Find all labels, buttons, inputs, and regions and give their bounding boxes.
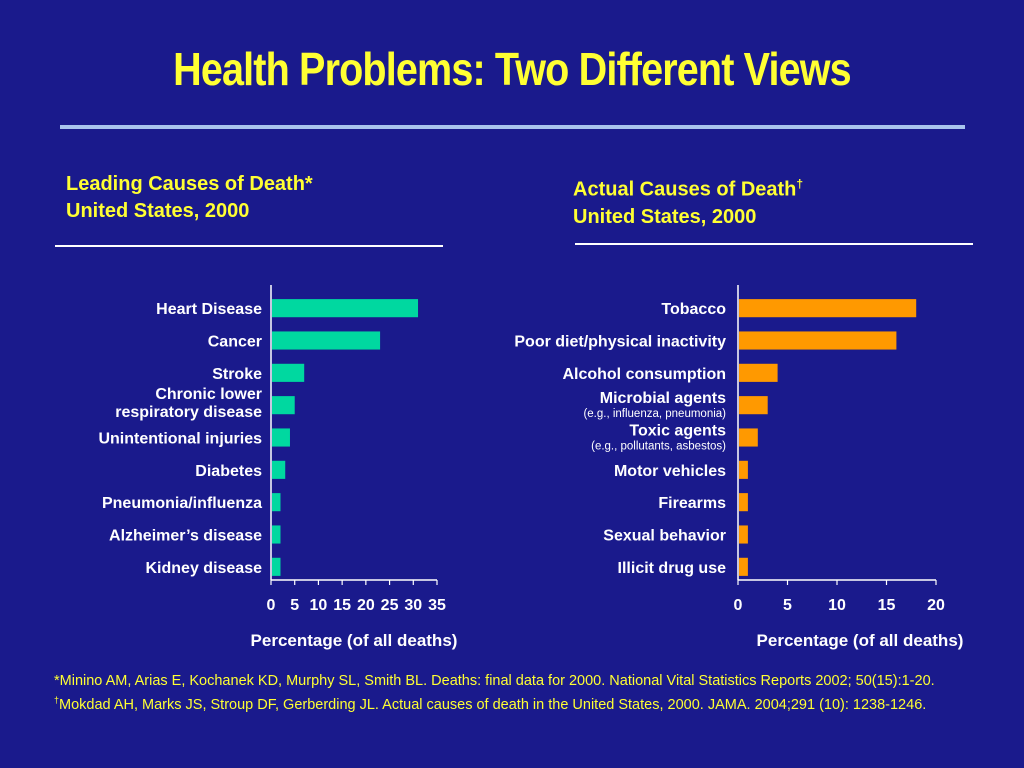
page-title: Health Problems: Two Different Views <box>173 43 851 95</box>
title-divider <box>60 125 965 129</box>
footnote-2: Mokdad AH, Marks JS, Stroup DF, Gerberdi… <box>59 696 927 713</box>
right-category-label: Motor vehicles <box>614 463 726 480</box>
right-x-tick-label: 15 <box>878 597 896 614</box>
left-x-tick-label: 10 <box>310 597 328 614</box>
right-bar <box>739 493 748 512</box>
left-x-tick-label: 30 <box>404 597 422 614</box>
left-bar <box>272 557 281 576</box>
left-category-label: Unintentional injuries <box>98 431 262 448</box>
left-category-label-line2: respiratory disease <box>115 404 262 421</box>
footnotes: *Minino AM, Arias E, Kochanek KD, Murphy… <box>54 672 994 714</box>
left-bar <box>272 331 381 350</box>
right-bar <box>739 557 748 576</box>
left-bar <box>272 493 281 512</box>
left-x-tick-label: 20 <box>357 597 375 614</box>
left-x-axis-label: Percentage (of all deaths) <box>251 631 458 650</box>
right-category-sublabel: (e.g., pollutants, asbestos) <box>591 441 726 453</box>
left-bar <box>272 363 305 382</box>
left-category-label: Kidney disease <box>146 560 263 577</box>
left-x-tick-label: 15 <box>333 597 351 614</box>
left-category-label: Alzheimer’s disease <box>109 528 262 545</box>
left-category-label: Chronic lower <box>155 386 262 403</box>
left-x-tick-label: 35 <box>428 597 446 614</box>
right-bar <box>739 525 748 544</box>
right-panel-heading-line1: Actual Causes of Death <box>573 178 797 201</box>
right-x-axis-label: Percentage (of all deaths) <box>757 631 964 650</box>
left-category-label: Pneumonia/influenza <box>102 495 262 512</box>
left-x-tick-label: 25 <box>381 597 399 614</box>
right-bar <box>739 331 897 350</box>
left-bar <box>272 460 286 479</box>
left-panel-heading-line2: United States, 2000 <box>66 200 250 222</box>
right-category-sublabel: (e.g., influenza, pneumonia) <box>583 408 726 420</box>
right-panel-heading: Actual Causes of Death† United States, 2… <box>573 171 803 231</box>
right-bar <box>739 396 768 415</box>
footnote-2-mark: † <box>54 694 60 705</box>
left-bar <box>272 396 295 415</box>
right-x-tick-label: 20 <box>927 597 945 614</box>
right-category-label: Poor diet/physical inactivity <box>514 334 726 351</box>
right-category-label: Sexual behavior <box>603 528 726 545</box>
right-x-tick-label: 0 <box>734 597 743 614</box>
right-panel-divider <box>575 243 973 245</box>
left-bar <box>272 428 290 447</box>
left-category-label: Cancer <box>208 334 262 351</box>
left-panel-heading: Leading Causes of Death* United States, … <box>66 171 313 225</box>
right-bar <box>739 363 778 382</box>
right-category-label: Toxic agents <box>629 423 726 440</box>
right-category-label: Firearms <box>658 495 726 512</box>
right-bar <box>739 460 748 479</box>
right-x-tick-label: 10 <box>828 597 846 614</box>
footnote-1: *Minino AM, Arias E, Kochanek KD, Murphy… <box>54 673 935 689</box>
right-bar <box>739 299 917 318</box>
left-panel-heading-line1: Leading Causes of Death* <box>66 173 313 195</box>
left-category-label: Heart Disease <box>156 301 262 318</box>
left-bar <box>272 299 419 318</box>
left-category-label: Stroke <box>212 366 262 383</box>
right-panel-heading-line2: United States, 2000 <box>573 205 757 228</box>
left-bar <box>272 525 281 544</box>
left-panel-divider <box>55 245 443 247</box>
left-category-label: Diabetes <box>195 463 262 480</box>
right-panel-heading-mark: † <box>796 177 804 191</box>
right-category-label: Illicit drug use <box>618 560 727 577</box>
right-category-label: Tobacco <box>661 301 726 318</box>
right-bar <box>739 428 758 447</box>
left-x-tick-label: 5 <box>290 597 299 614</box>
left-x-tick-label: 0 <box>267 597 276 614</box>
right-category-label: Microbial agents <box>600 390 726 407</box>
right-x-tick-label: 5 <box>783 597 792 614</box>
right-category-label: Alcohol consumption <box>562 366 726 383</box>
